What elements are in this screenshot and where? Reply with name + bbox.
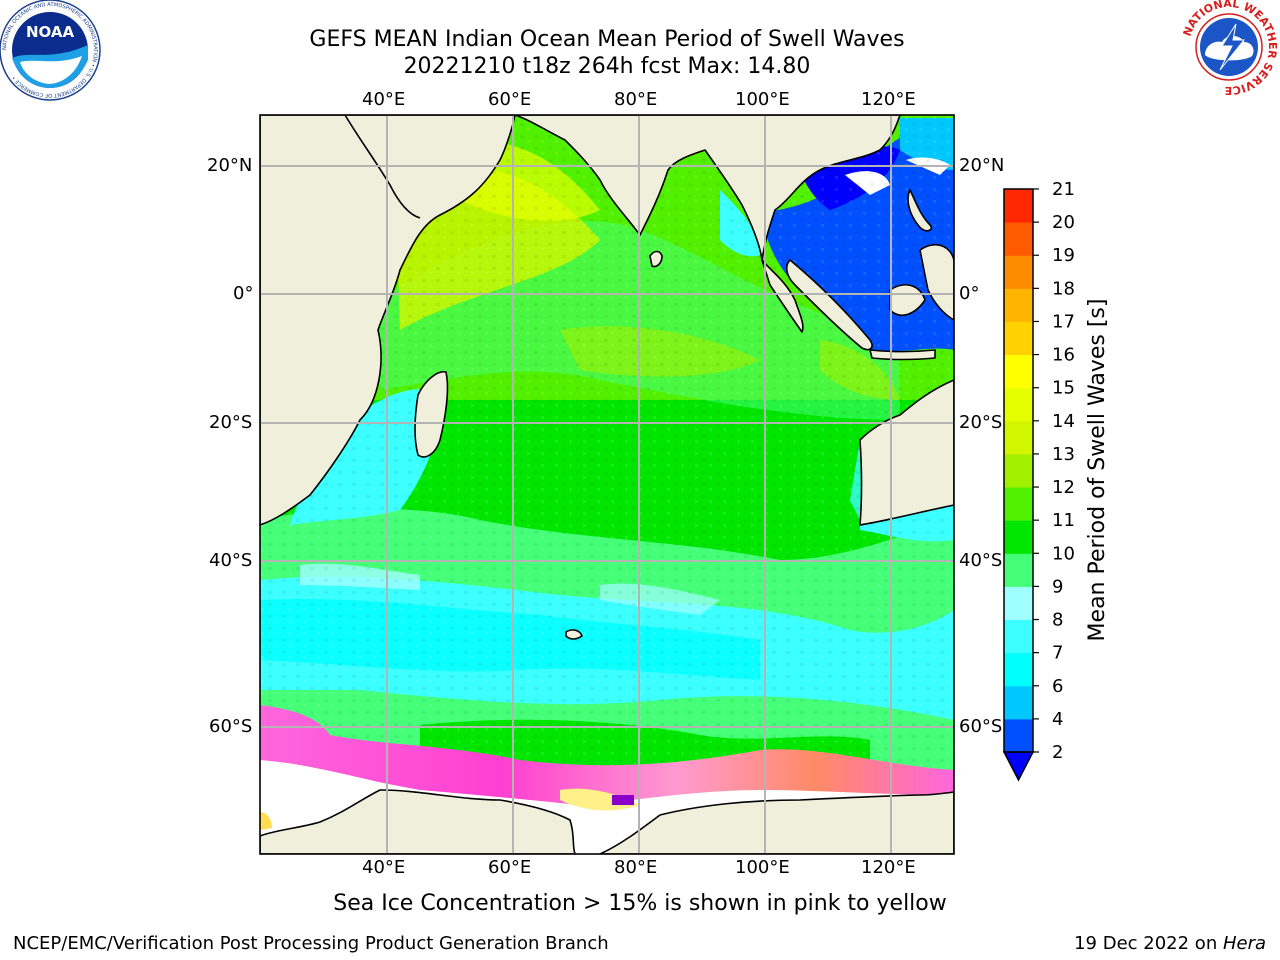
lat-tick-left: 60°S bbox=[209, 716, 253, 737]
lon-tick-top: 40°E bbox=[362, 89, 406, 110]
lon-tick-top: 120°E bbox=[861, 89, 916, 110]
colorbar-segment bbox=[1004, 288, 1033, 322]
colorbar-tick-label: 21 bbox=[1052, 179, 1075, 200]
lat-tick-right: 0° bbox=[959, 283, 980, 304]
chart-subtitle: 20221210 t18z 264h fcst Max: 14.80 bbox=[403, 54, 811, 79]
colorbar-label: Mean Period of Swell Waves [s] bbox=[1085, 298, 1110, 642]
footer-date: 19 Dec 2022 on Hera bbox=[1074, 933, 1266, 954]
sea-ice-note: Sea Ice Concentration > 15% is shown in … bbox=[333, 891, 947, 916]
chart-title: GEFS MEAN Indian Ocean Mean Period of Sw… bbox=[309, 27, 905, 52]
lon-tick-bottom: 80°E bbox=[614, 857, 658, 878]
colorbar-segment bbox=[1004, 685, 1033, 720]
lat-tick-left: 20°N bbox=[207, 155, 253, 176]
colorbar-segment bbox=[1004, 619, 1033, 654]
colorbar-segment bbox=[1004, 487, 1033, 521]
colorbar-tick-label: 4 bbox=[1052, 709, 1063, 730]
colorbar-segment bbox=[1004, 453, 1033, 488]
colorbar-extend-arrow bbox=[1002, 751, 1035, 782]
antarctica bbox=[260, 789, 954, 854]
lat-tick-right: 60°S bbox=[959, 716, 1003, 737]
south-asia bbox=[514, 115, 901, 261]
kerguelen-island bbox=[565, 629, 583, 640]
colorbar-tick-label: 7 bbox=[1052, 643, 1063, 664]
colorbar-tick-label: 8 bbox=[1052, 610, 1063, 631]
colorbar-segment bbox=[1004, 387, 1033, 422]
lat-tick-left: 20°S bbox=[209, 412, 253, 433]
colorbar-segment bbox=[1004, 586, 1033, 621]
footer-date-text: 19 Dec 2022 on bbox=[1074, 933, 1223, 954]
footer-credit: NCEP/EMC/Verification Post Processing Pr… bbox=[13, 933, 609, 954]
colorbar-segment bbox=[1004, 255, 1033, 289]
colorbar-tick-label: 14 bbox=[1052, 411, 1075, 432]
map-plot-area bbox=[260, 115, 954, 854]
colorbar-segment bbox=[1004, 420, 1033, 455]
lon-tick-bottom: 40°E bbox=[362, 857, 406, 878]
colorbar-tick-label: 9 bbox=[1052, 576, 1063, 597]
colorbar-tick-label: 10 bbox=[1052, 543, 1075, 564]
nws-logo: NATIONAL WEATHER SERVICE bbox=[1181, 0, 1279, 97]
lat-tick-right: 20°N bbox=[959, 155, 1005, 176]
madagascar bbox=[414, 371, 449, 458]
lon-tick-top: 60°E bbox=[488, 89, 532, 110]
colorbar-segment bbox=[1004, 354, 1033, 389]
australia bbox=[859, 379, 954, 526]
colorbar-segment bbox=[1004, 718, 1033, 753]
colorbar-tick-label: 15 bbox=[1052, 378, 1075, 399]
colorbar: 2 4 6 7 8 9 10 11 12 13 14 15 16 17 18 19 20 21 bbox=[1002, 179, 1075, 782]
lat-tick-left: 0° bbox=[233, 283, 254, 304]
colorbar-frame bbox=[1003, 188, 1034, 753]
colorbar-tick-label: 11 bbox=[1052, 510, 1075, 531]
colorbar-segment bbox=[1004, 553, 1033, 587]
colorbar-segment bbox=[1004, 189, 1033, 223]
lon-tick-bottom: 60°E bbox=[488, 857, 532, 878]
colorbar-tick-label: 12 bbox=[1052, 477, 1075, 498]
map-frame bbox=[259, 114, 955, 855]
colorbar-tick-label: 20 bbox=[1052, 212, 1075, 233]
lon-tick-bottom: 120°E bbox=[861, 857, 916, 878]
colorbar-tick-label: 6 bbox=[1052, 676, 1063, 697]
lat-tick-right: 20°S bbox=[959, 412, 1003, 433]
colorbar-tick-label: 19 bbox=[1052, 245, 1075, 266]
colorbar-segment bbox=[1004, 222, 1033, 256]
colorbar-segment bbox=[1004, 520, 1033, 554]
lon-tick-top: 80°E bbox=[614, 89, 658, 110]
lon-tick-top: 100°E bbox=[735, 89, 790, 110]
lat-tick-left: 40°S bbox=[209, 550, 253, 571]
colorbar-tick-label: 16 bbox=[1052, 345, 1075, 366]
lon-tick-bottom: 100°E bbox=[735, 857, 790, 878]
lat-tick-right: 40°S bbox=[959, 550, 1003, 571]
noaa-logo-text: NOAA bbox=[26, 23, 75, 41]
colorbar-tick-label: 17 bbox=[1052, 311, 1075, 332]
colorbar-tick-label: 18 bbox=[1052, 278, 1075, 299]
footer-host: Hera bbox=[1222, 933, 1266, 954]
colorbar-tick-label: 2 bbox=[1052, 742, 1063, 763]
sumatra bbox=[785, 259, 873, 351]
graticule bbox=[260, 115, 954, 854]
colorbar-segment bbox=[1004, 321, 1033, 356]
noaa-logo: NATIONAL OCEANIC AND ATMOSPHERIC ADMINIS… bbox=[0, 0, 101, 101]
colorbar-tick-label: 13 bbox=[1052, 444, 1075, 465]
colorbar-segment bbox=[1004, 652, 1033, 687]
